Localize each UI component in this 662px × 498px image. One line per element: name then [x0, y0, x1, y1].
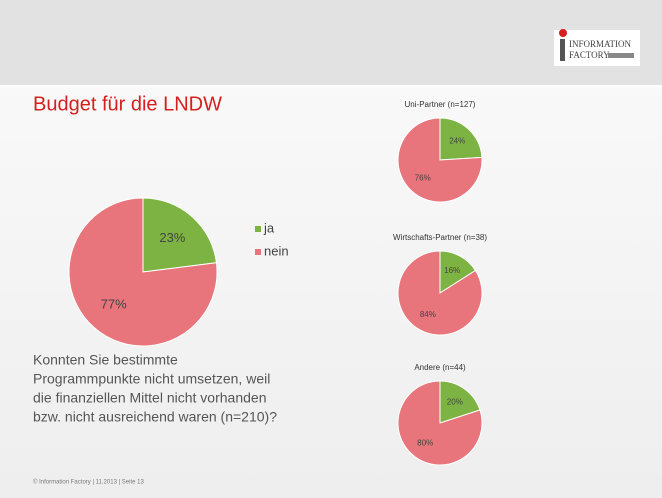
slice-label: 80% [417, 438, 433, 447]
legend-label: nein [264, 243, 289, 258]
logo-text: FACTORY [569, 50, 610, 60]
legend-swatch [255, 249, 261, 255]
logo-dot [559, 29, 567, 37]
header-band [0, 0, 662, 86]
legend-swatch [255, 226, 261, 232]
pie-slice [439, 380, 481, 424]
logo-box [554, 30, 640, 66]
slice-label: 24% [449, 137, 465, 146]
pie-title: Wirtschafts-Partner (n=38) [393, 233, 487, 242]
question-line: Konnten Sie bestimmte [33, 352, 178, 368]
question: Konnten Sie bestimmte Programmpunkte nich… [33, 352, 277, 425]
slice-label: 77% [101, 297, 127, 312]
slice-label: 76% [415, 173, 431, 182]
pie-title: Uni-Partner (n=127) [405, 100, 476, 109]
slice-label: 16% [444, 266, 460, 275]
pie-slice [397, 117, 483, 203]
slice-label: 20% [447, 398, 463, 407]
pie-slice [68, 197, 218, 347]
slide-title: Budget für die LNDW [33, 93, 222, 115]
logo-text: INFORMATION [569, 39, 632, 49]
pie-slice [142, 197, 217, 273]
pie-slice [439, 117, 483, 161]
slice-label: 23% [159, 230, 185, 245]
pie-title: Andere (n=44) [414, 363, 466, 372]
logo-stripe [608, 53, 634, 58]
slice-label: 84% [420, 310, 436, 319]
question-line: Programmpunkte nicht umsetzen, weil [33, 371, 270, 387]
pie-slice [397, 380, 483, 466]
footer: © Information Factory | 11.2013 | Seite … [33, 479, 144, 486]
logo-bar [560, 39, 565, 61]
question-line: die finanziellen Mittel nicht vorhanden [33, 390, 266, 406]
question-line: bzw. nicht ausreichend waren (n=210)? [33, 409, 277, 425]
legend-label: ja [263, 220, 275, 235]
pie-slice [397, 250, 483, 336]
